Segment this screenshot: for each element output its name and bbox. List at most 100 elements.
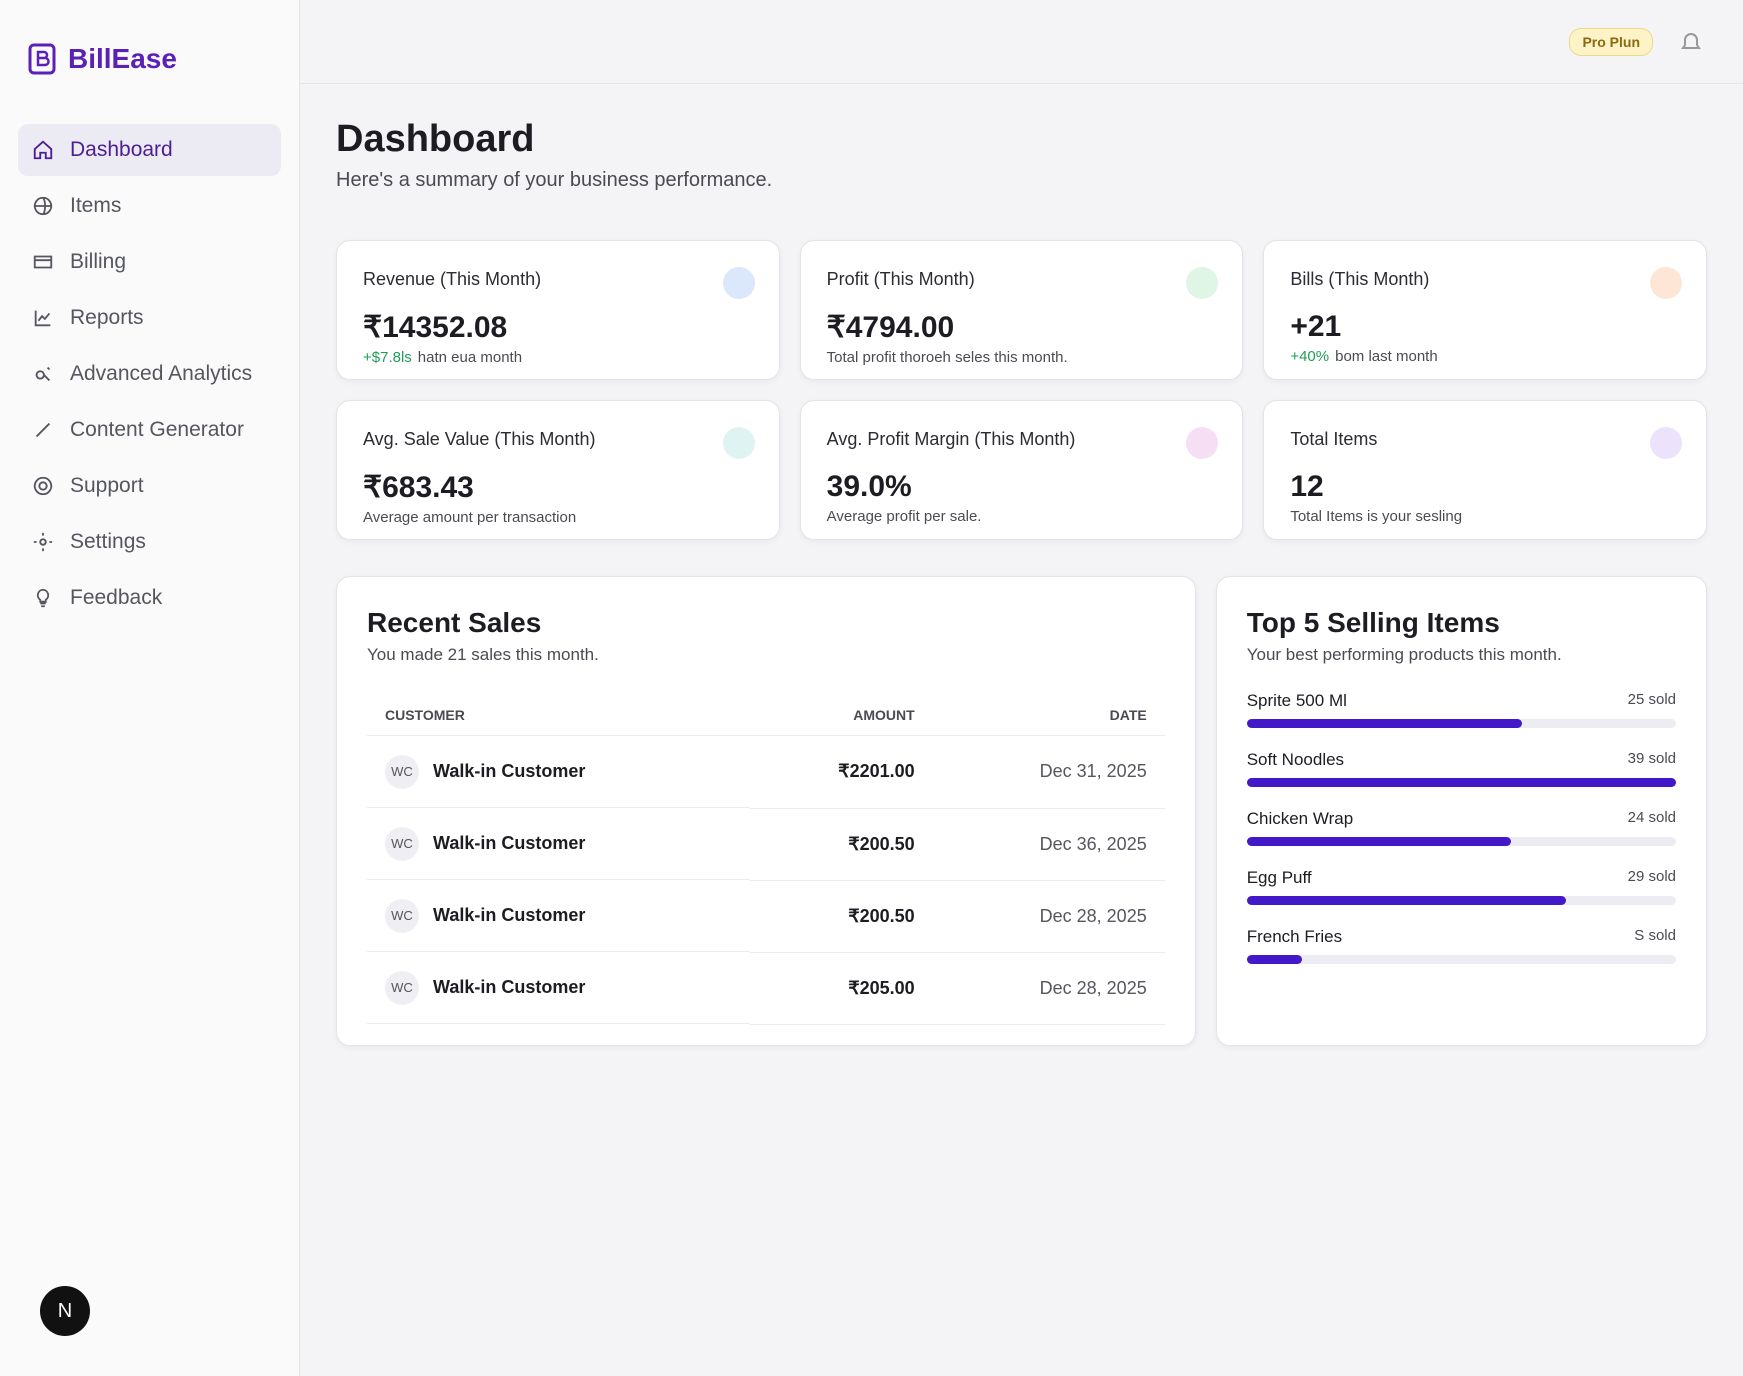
sale-row[interactable]: WC Walk-in Customer ₹2201.00 Dec 31, 2025	[367, 735, 1165, 809]
nav-item[interactable]: Billing	[18, 236, 281, 288]
customer-cell: WC Walk-in Customer	[367, 808, 751, 880]
stat-label: Revenue (This Month)	[363, 269, 542, 289]
column-header: CUSTOMER	[367, 695, 751, 736]
stat-icon	[1186, 267, 1219, 299]
nav-label: Advanced Analytics	[70, 362, 253, 385]
top-item: French Fries S sold	[1246, 927, 1676, 964]
top-item-bar	[1246, 955, 1302, 964]
nav-item[interactable]: Advanced Analytics	[18, 348, 281, 400]
top-item-name: Sprite 500 Ml	[1246, 691, 1347, 710]
sale-date: Dec 31, 2025	[932, 735, 1165, 809]
sale-row[interactable]: WC Walk-in Customer ₹205.00 Dec 28, 2025	[367, 952, 1165, 1025]
stat-note: Total profit thoroeh seles this month.	[827, 349, 1217, 366]
nav-icon	[33, 140, 53, 160]
customer-initials: WC	[385, 898, 419, 933]
top-item-sold: 25 sold	[1627, 691, 1676, 708]
stat-value: ₹683.43	[363, 471, 474, 504]
stat-note: +40% bom last month	[1290, 348, 1680, 365]
top-item-head: French Fries S sold	[1247, 927, 1676, 947]
top-item-sold: 29 sold	[1627, 868, 1676, 885]
brand[interactable]: BillEase	[18, 24, 281, 94]
stat-note-text: bom last month	[1335, 348, 1438, 365]
top-item-track	[1246, 955, 1676, 964]
stat-label: Avg. Profit Margin (This Month)	[826, 429, 1076, 449]
nav-label: Billing	[70, 250, 127, 273]
top-item-name: Egg Puff	[1246, 868, 1312, 887]
user-avatar[interactable]: N	[40, 1286, 90, 1336]
brand-logo	[28, 43, 56, 75]
nav-label: Dashboard	[70, 138, 173, 161]
top-item-track	[1246, 778, 1676, 787]
stat-grid: Revenue (This Month) ₹14352.08 +$7.8ls hatn…	[336, 240, 1707, 540]
top-items: Top 5 Selling Items Your best performing…	[1215, 576, 1707, 1046]
nav-item[interactable]: Settings	[18, 516, 281, 568]
stat-card: Revenue (This Month) ₹14352.08 +$7.8ls hatn…	[336, 240, 780, 380]
recent-sales: Recent Sales You made 21 sales this mont…	[336, 576, 1196, 1046]
page-subtitle: Here's a summary of your business perfor…	[336, 169, 773, 191]
table-header: CUSTOMER AMOUNT DATE	[367, 695, 1165, 736]
lower-panels: Recent Sales You made 21 sales this mont…	[336, 576, 1707, 1046]
nav-item[interactable]: Reports	[18, 292, 281, 344]
customer-cell: WC Walk-in Customer	[367, 736, 751, 808]
stat-card: Avg. Profit Margin (This Month) 39.0% Aver…	[799, 400, 1244, 540]
customer-name: Walk-in Customer	[433, 833, 586, 853]
stat-card: Avg. Sale Value (This Month) ₹683.43 Avera…	[336, 400, 780, 540]
sale-amount: ₹2201.00	[750, 735, 933, 809]
top-item: Sprite 500 Ml 25 sold	[1246, 691, 1676, 728]
sale-date: Dec 28, 2025	[932, 952, 1165, 1025]
top-item-head: Chicken Wrap 24 sold	[1247, 809, 1676, 829]
top-item-bar	[1246, 896, 1566, 905]
top-item-name: Chicken Wrap	[1246, 809, 1354, 828]
stat-value: ₹14352.08	[363, 311, 508, 344]
top-item-name: French Fries	[1246, 927, 1343, 946]
recent-sales-subtitle: You made 21 sales this month.	[367, 645, 599, 664]
nav-item[interactable]: Feedback	[18, 572, 281, 624]
stat-note: +$7.8ls hatn eua month	[363, 349, 753, 366]
top-item-bar	[1246, 837, 1511, 846]
customer-name: Walk-in Customer	[433, 905, 586, 925]
stat-icon	[1649, 427, 1682, 459]
customer-initials: WC	[385, 970, 419, 1005]
nav-item[interactable]: Dashboard	[18, 124, 281, 176]
stat-label: Bills (This Month)	[1290, 269, 1430, 289]
stat-note: Average profit per sale.	[827, 508, 1217, 525]
nav-icon	[33, 476, 53, 496]
recent-sales-title: Recent Sales	[367, 607, 542, 638]
top-item-sold: S sold	[1634, 927, 1676, 944]
sale-row[interactable]: WC Walk-in Customer ₹200.50 Dec 36, 2025	[367, 808, 1165, 881]
customer-cell: WC Walk-in Customer	[367, 952, 751, 1024]
stat-note-text: Average amount per transaction	[363, 509, 577, 526]
stat-value: 12	[1290, 470, 1324, 503]
main: Pro Plun Dashboard Here's a summary of y…	[300, 0, 1743, 1376]
stat-value: +21	[1290, 310, 1342, 343]
top-item: Soft Noodles 39 sold	[1246, 750, 1676, 787]
stat-card: Profit (This Month) ₹4794.00 Total profit …	[799, 240, 1244, 380]
column-header: DATE	[932, 695, 1165, 736]
nav-icon	[35, 422, 51, 438]
stat-note-text: hatn eua month	[417, 349, 523, 366]
nav-icon	[34, 310, 51, 327]
customer-name: Walk-in Customer	[433, 761, 586, 781]
sale-date: Dec 36, 2025	[932, 808, 1165, 881]
sale-amount: ₹200.50	[750, 808, 933, 881]
nav-icon	[35, 366, 51, 382]
stat-value: 39.0%	[826, 470, 912, 503]
notification-icon[interactable]	[1679, 32, 1703, 52]
stat-icon	[1186, 427, 1219, 459]
nav-item[interactable]: Items	[18, 180, 281, 232]
nav-item[interactable]: Content Generator	[18, 404, 281, 456]
top-item-name: Soft Noodles	[1246, 750, 1345, 769]
sale-row[interactable]: WC Walk-in Customer ₹200.50 Dec 28, 2025	[367, 880, 1165, 953]
sale-amount: ₹205.00	[750, 952, 933, 1025]
nav-item[interactable]: Support	[18, 460, 281, 512]
nav: Dashboard Items Billing Reports Advanced Ana…	[18, 124, 281, 624]
top-item-bar	[1246, 719, 1522, 728]
customer-initials: WC	[385, 826, 419, 861]
top-item-track	[1246, 896, 1676, 905]
nav-label: Feedback	[70, 586, 163, 609]
plan-badge[interactable]: Pro Plun	[1569, 27, 1653, 56]
stat-value: ₹4794.00	[826, 311, 955, 344]
stat-card: Bills (This Month) +21 +40% bom last month	[1263, 240, 1707, 380]
nav-label: Settings	[70, 530, 146, 553]
